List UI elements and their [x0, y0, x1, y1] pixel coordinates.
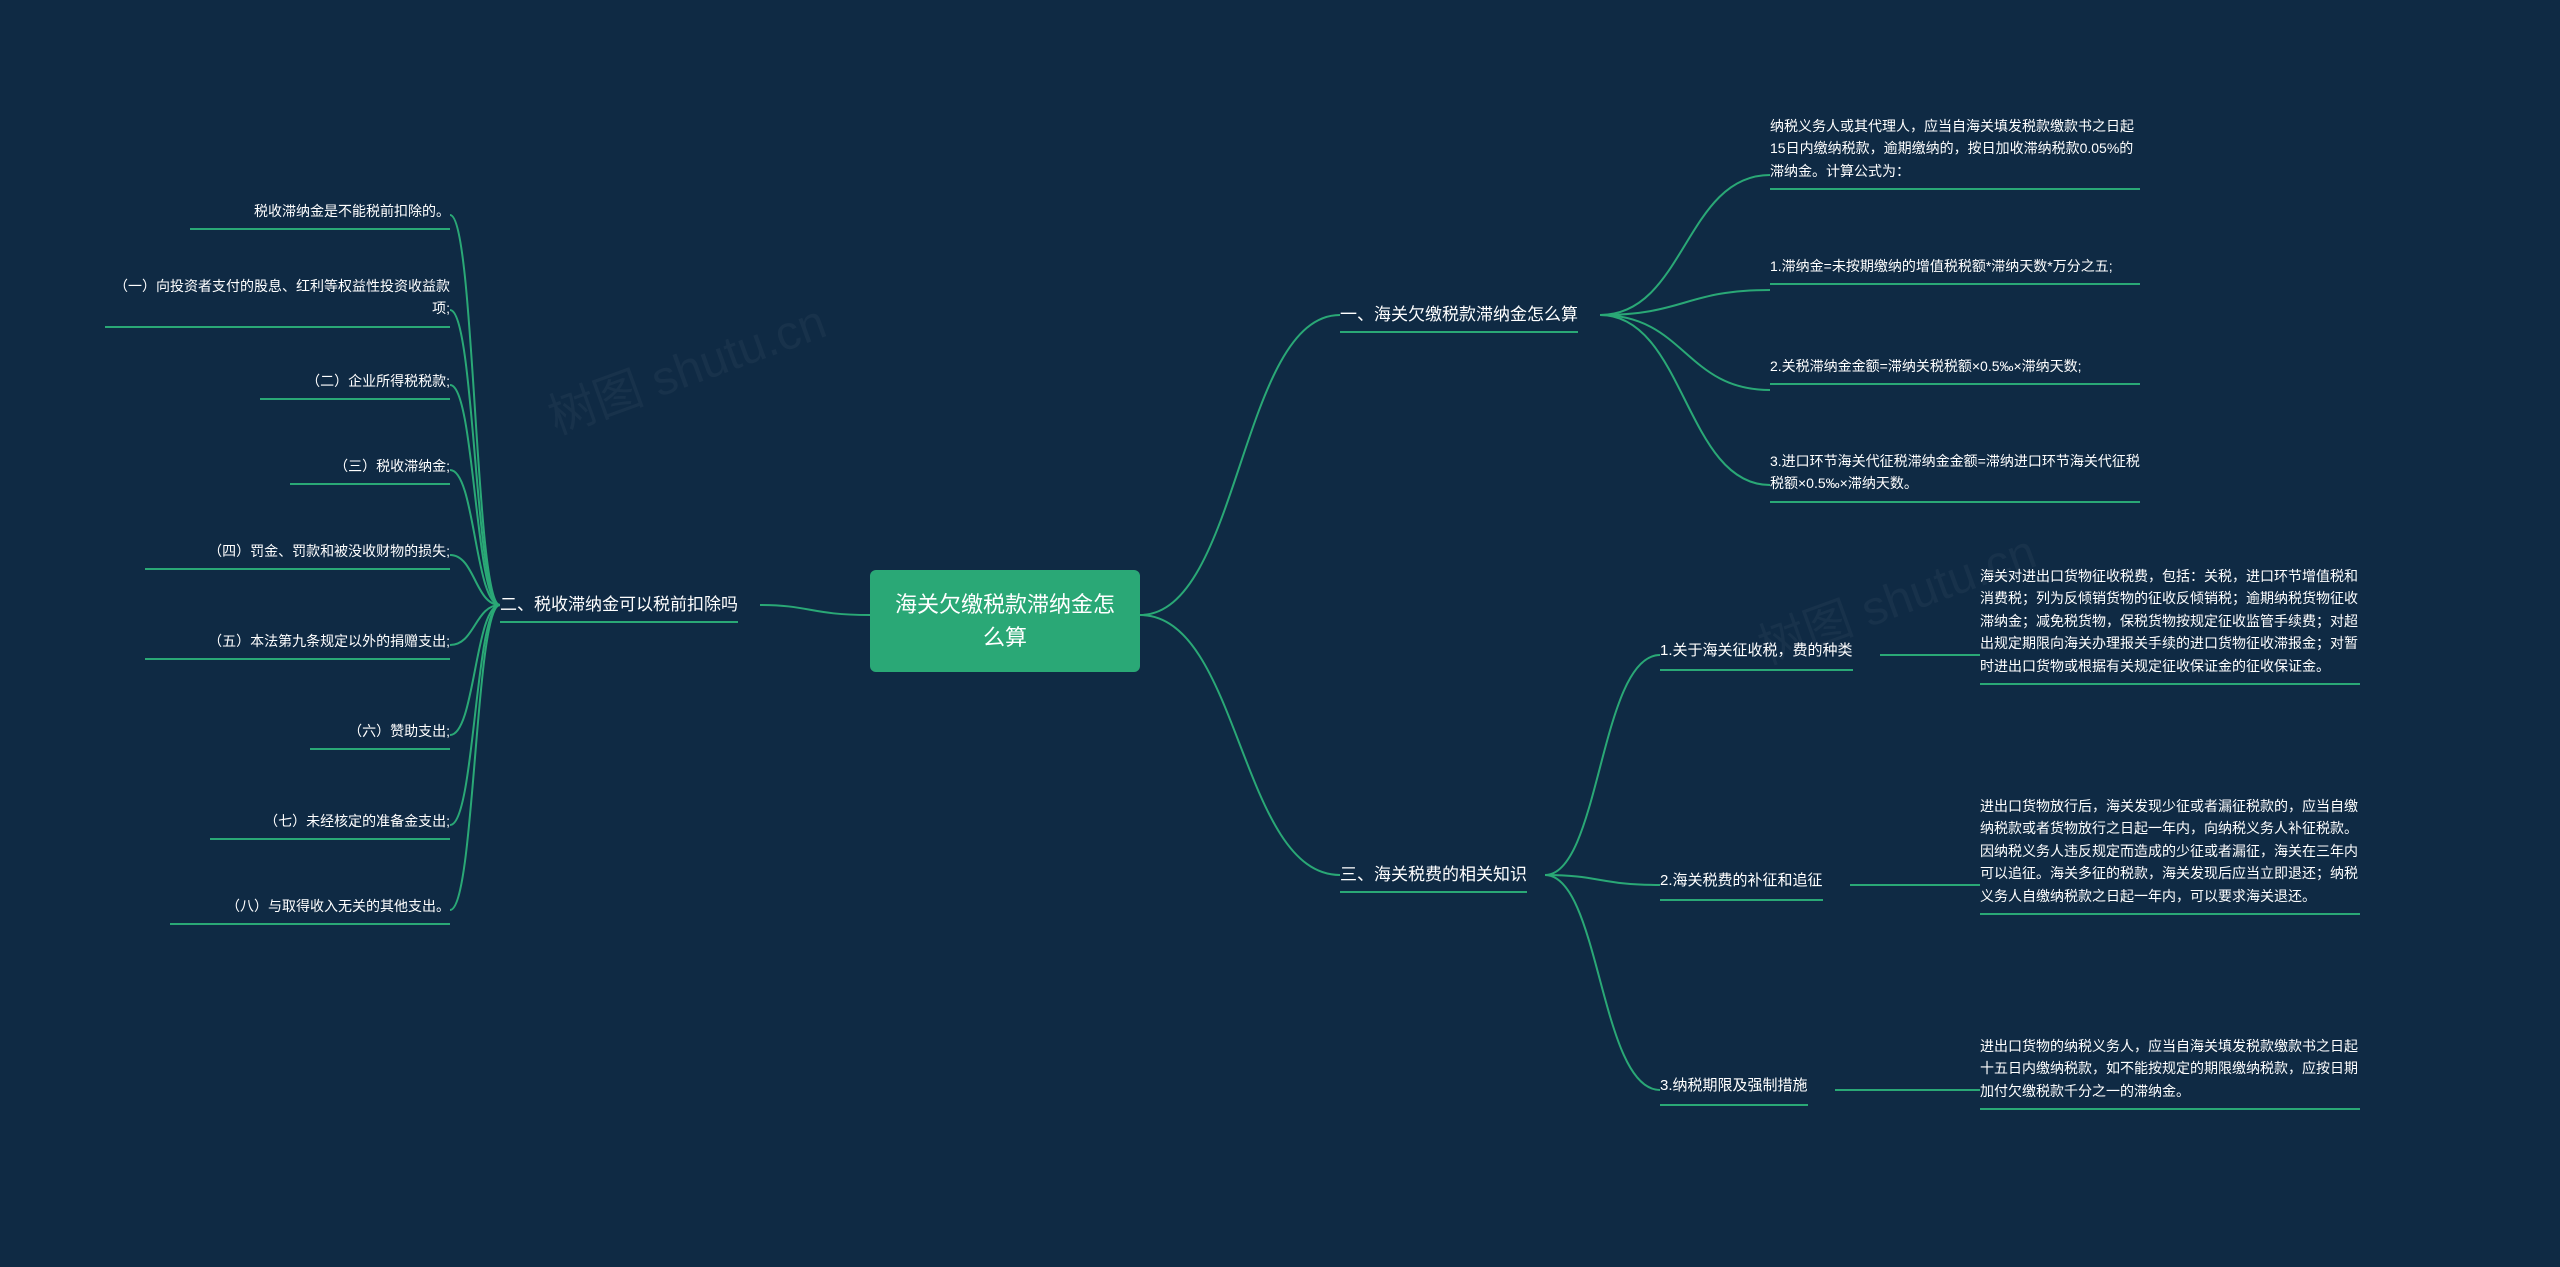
leaf-text: 税收滞纳金是不能税前扣除的。 [254, 203, 450, 219]
leaf-text: （七）未经核定的准备金支出; [264, 813, 450, 829]
leaf-l-3[interactable]: （三）税收滞纳金; [290, 455, 450, 485]
leaf-text: （一）向投资者支付的股息、红利等权益性投资收益款项; [114, 278, 450, 316]
branch-label-text: 三、海关税费的相关知识 [1340, 865, 1527, 884]
leaf-text: 进出口货物的纳税义务人，应当自海关填发税款缴款书之日起十五日内缴纳税款，如不能按… [1980, 1038, 2358, 1099]
leaf-text: 进出口货物放行后，海关发现少征或者漏征税款的，应当自缴纳税款或者货物放行之日起一… [1980, 798, 2358, 904]
leaf-text: 海关对进出口货物征收税费，包括：关税，进口环节增值税和消费税；列为反倾销货物的征… [1980, 568, 2358, 674]
leaf-text: （二）企业所得税税款; [306, 373, 450, 389]
center-node-text: 海关欠缴税款滞纳金怎么算 [895, 592, 1115, 650]
leaf-text: （五）本法第九条规定以外的捐赠支出; [208, 633, 450, 649]
sub-r3-1[interactable]: 1.关于海关征收税，费的种类 [1660, 640, 1853, 671]
leaf-text: （八）与取得收入无关的其他支出。 [226, 898, 450, 914]
sub-label-text: 3.纳税期限及强制措施 [1660, 1077, 1808, 1094]
sub-r3-3[interactable]: 3.纳税期限及强制措施 [1660, 1075, 1808, 1106]
leaf-l-6[interactable]: （六）赞助支出; [310, 720, 450, 750]
leaf-r1-0[interactable]: 纳税义务人或其代理人，应当自海关填发税款缴款书之日起15日内缴纳税款，逾期缴纳的… [1770, 115, 2140, 190]
sub-r3-2[interactable]: 2.海关税费的补征和追征 [1660, 870, 1823, 901]
leaf-r3-3[interactable]: 进出口货物的纳税义务人，应当自海关填发税款缴款书之日起十五日内缴纳税款，如不能按… [1980, 1035, 2360, 1110]
branch-right-1[interactable]: 一、海关欠缴税款滞纳金怎么算 [1340, 300, 1578, 333]
leaf-r3-2[interactable]: 进出口货物放行后，海关发现少征或者漏征税款的，应当自缴纳税款或者货物放行之日起一… [1980, 795, 2360, 915]
leaf-l-5[interactable]: （五）本法第九条规定以外的捐赠支出; [145, 630, 450, 660]
leaf-text: 2.关税滞纳金金额=滞纳关税税额×0.5‰×滞纳天数; [1770, 358, 2082, 374]
leaf-l-0[interactable]: 税收滞纳金是不能税前扣除的。 [190, 200, 450, 230]
leaf-text: （四）罚金、罚款和被没收财物的损失; [208, 543, 450, 559]
leaf-l-8[interactable]: （八）与取得收入无关的其他支出。 [170, 895, 450, 925]
branch-label-text: 二、税收滞纳金可以税前扣除吗 [500, 595, 738, 614]
leaf-text: （三）税收滞纳金; [334, 458, 450, 474]
leaf-l-7[interactable]: （七）未经核定的准备金支出; [210, 810, 450, 840]
leaf-l-4[interactable]: （四）罚金、罚款和被没收财物的损失; [145, 540, 450, 570]
watermark: 树图 shutu.cn [537, 282, 834, 447]
center-node[interactable]: 海关欠缴税款滞纳金怎么算 [870, 570, 1140, 672]
leaf-l-1[interactable]: （一）向投资者支付的股息、红利等权益性投资收益款项; [105, 275, 450, 328]
sub-label-text: 2.海关税费的补征和追征 [1660, 872, 1823, 889]
leaf-text: 1.滞纳金=未按期缴纳的增值税税额*滞纳天数*万分之五; [1770, 258, 2113, 274]
leaf-r1-3[interactable]: 3.进口环节海关代征税滞纳金金额=滞纳进口环节海关代征税税额×0.5‰×滞纳天数… [1770, 450, 2140, 503]
leaf-r1-1[interactable]: 1.滞纳金=未按期缴纳的增值税税额*滞纳天数*万分之五; [1770, 255, 2140, 285]
leaf-r1-2[interactable]: 2.关税滞纳金金额=滞纳关税税额×0.5‰×滞纳天数; [1770, 355, 2140, 385]
branch-label-text: 一、海关欠缴税款滞纳金怎么算 [1340, 305, 1578, 324]
leaf-text: 纳税义务人或其代理人，应当自海关填发税款缴款书之日起15日内缴纳税款，逾期缴纳的… [1770, 118, 2134, 179]
leaf-text: 3.进口环节海关代征税滞纳金金额=滞纳进口环节海关代征税税额×0.5‰×滞纳天数… [1770, 453, 2140, 491]
leaf-l-2[interactable]: （二）企业所得税税款; [260, 370, 450, 400]
leaf-r3-1[interactable]: 海关对进出口货物征收税费，包括：关税，进口环节增值税和消费税；列为反倾销货物的征… [1980, 565, 2360, 685]
branch-right-3[interactable]: 三、海关税费的相关知识 [1340, 860, 1527, 893]
branch-left-2[interactable]: 二、税收滞纳金可以税前扣除吗 [500, 590, 738, 623]
sub-label-text: 1.关于海关征收税，费的种类 [1660, 642, 1853, 659]
leaf-text: （六）赞助支出; [348, 723, 450, 739]
